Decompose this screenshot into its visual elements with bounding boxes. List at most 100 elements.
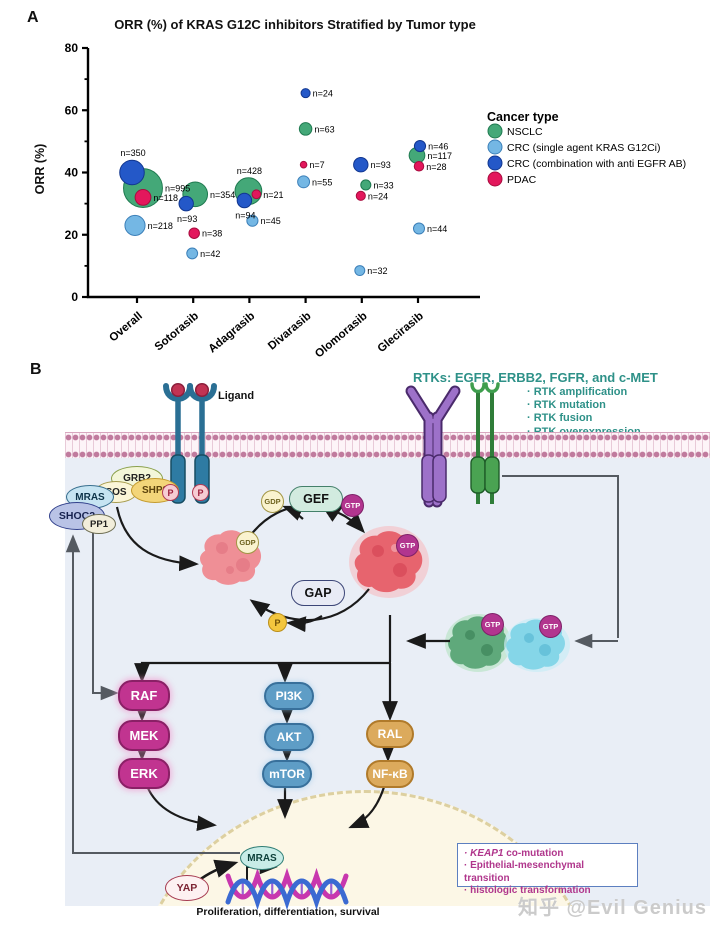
bubble-n-label: n=24 [313, 89, 333, 99]
bubble-n-label: n=55 [312, 177, 332, 187]
data-bubble [178, 195, 194, 212]
yap-node: YAP [165, 875, 209, 901]
legend-label: NSCLC [507, 126, 543, 138]
bubble-n-label: n=93 [177, 214, 197, 224]
data-bubble [355, 190, 366, 201]
bubble-n-label: n=118 [153, 193, 178, 203]
y-tick-label: 60 [65, 103, 79, 117]
bubble-n-label: n=32 [367, 266, 387, 276]
y-tick-label: 80 [65, 41, 79, 55]
legend-swatch [487, 171, 503, 187]
erk-node: ERK [118, 758, 170, 789]
gtp-icon: GTP [481, 613, 504, 636]
gdp-icon: GDP [261, 490, 284, 513]
ral-node: RAL [366, 720, 414, 748]
phospho-p-icon: P [192, 484, 209, 501]
plasma-membrane [65, 432, 710, 460]
bubble-n-label: n=21 [263, 190, 283, 200]
x-tick-label: Overall [107, 310, 145, 344]
phosphate-p-icon: P [268, 613, 287, 632]
bubble-n-label: n=93 [371, 160, 391, 170]
data-bubble [119, 159, 145, 186]
orr-bubble-chart: 0 20 40 60 80 Overall Sotorasib Adagrasib Divara… [65, 41, 687, 360]
rtk-header: RTKs: EGFR, ERBB2, FGFR, and c-MET [413, 370, 658, 385]
keap1-note-box: · KEAP1 co-mutation · Epithelial-mesench… [457, 843, 638, 896]
data-bubble [298, 122, 313, 136]
bubble-n-label: n=350 [120, 148, 145, 158]
y-axis-title: ORR (%) [33, 143, 47, 195]
legend-label: CRC (single agent KRAS G12Ci) [507, 142, 660, 154]
chart-title: ORR (%) of KRAS G12C inhibitors Stratifi… [114, 17, 476, 32]
rtk-bullet-list: · RTK amplification · RTK mutation · RTK… [527, 386, 641, 439]
bubble-n-label: n=218 [148, 221, 173, 231]
gtp-icon: GTP [539, 615, 562, 638]
data-bubble [300, 88, 311, 99]
bubble-n-label: n=24 [368, 191, 388, 201]
mek-node: MEK [118, 720, 170, 751]
bubble-n-label: n=28 [426, 162, 446, 172]
legend-label: PDAC [507, 174, 537, 186]
data-bubble [413, 139, 427, 153]
gtp-icon: GTP [341, 494, 364, 517]
data-bubble [134, 189, 152, 206]
mras-nucleus-node: MRAS [240, 846, 284, 870]
bubble-n-label: n=44 [427, 224, 447, 234]
nfkb-node: NF-κB [366, 760, 414, 788]
x-tick-label: Adagrasib [207, 310, 258, 355]
bubble-n-label: n=94 [235, 211, 255, 221]
bubble-n-label: n=428 [237, 166, 262, 176]
data-bubble [353, 157, 369, 173]
legend-title: Cancer type [487, 110, 559, 124]
pi3k-node: PI3K [264, 682, 314, 710]
gef-node: GEF [289, 486, 343, 512]
data-bubble [354, 265, 366, 277]
panel-b: B RTKs: EGFR, ERBB2, FGFR, and c-MET · R… [0, 360, 720, 934]
x-tick-label: Olomorasib [313, 310, 370, 360]
pp1-node: PP1 [82, 514, 116, 534]
data-bubble [236, 192, 253, 209]
data-bubble [186, 247, 199, 260]
bubble-n-label: n=63 [314, 124, 334, 134]
rtk-bullet: · RTK fusion [527, 412, 593, 425]
akt-node: AKT [264, 723, 314, 751]
data-bubble [413, 161, 425, 172]
data-bubble [251, 189, 262, 200]
gap-node: GAP [291, 580, 345, 606]
y-tick-label: 20 [65, 228, 79, 242]
panel-b-label: B [30, 361, 42, 378]
legend-swatch [487, 139, 503, 155]
gdp-icon: GDP [236, 531, 259, 554]
ligand-label: Ligand [218, 390, 255, 402]
x-tick-label: Glecirasib [376, 310, 426, 355]
bubble-n-label: n=33 [373, 180, 393, 190]
bubble-n-label: n=46 [428, 142, 448, 152]
data-bubble [124, 214, 146, 236]
proliferation-label: Proliferation, differentiation, survival [196, 906, 380, 918]
data-bubble [299, 160, 308, 169]
x-tick-label: Divarasib [266, 310, 313, 352]
data-bubble [412, 222, 426, 235]
x-tick-label: Sotorasib [153, 310, 201, 353]
bubble-n-label: n=45 [260, 216, 280, 226]
bubble-n-label: n=7 [309, 160, 324, 170]
bubble-n-label: n=995 [165, 184, 190, 194]
bubble-n-label: n=354 [210, 190, 235, 200]
phospho-p-icon: P [162, 484, 179, 501]
data-bubble [188, 227, 200, 239]
legend-swatch [487, 155, 503, 171]
legend-swatch [487, 123, 503, 139]
gtp-icon: GTP [396, 534, 419, 557]
rtk-bullet: · RTK mutation [527, 399, 606, 412]
bubble-n-label: n=117 [427, 151, 452, 161]
raf-node: RAF [118, 680, 170, 711]
legend-label: CRC (combination with anti EGFR AB) [507, 158, 686, 170]
rtk-bullet: · RTK amplification [527, 386, 628, 398]
data-bubble [360, 179, 372, 191]
data-bubble [297, 175, 311, 189]
bubble-n-label: n=38 [202, 229, 222, 239]
panel-a-label: A [27, 9, 39, 26]
y-tick-label: 0 [71, 290, 78, 304]
mtor-node: mTOR [262, 760, 312, 788]
bubble-n-label: n=42 [200, 249, 220, 259]
